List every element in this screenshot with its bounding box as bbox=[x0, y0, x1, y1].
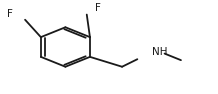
Text: F: F bbox=[95, 3, 101, 13]
Text: F: F bbox=[7, 9, 13, 19]
Text: NH: NH bbox=[152, 47, 167, 57]
